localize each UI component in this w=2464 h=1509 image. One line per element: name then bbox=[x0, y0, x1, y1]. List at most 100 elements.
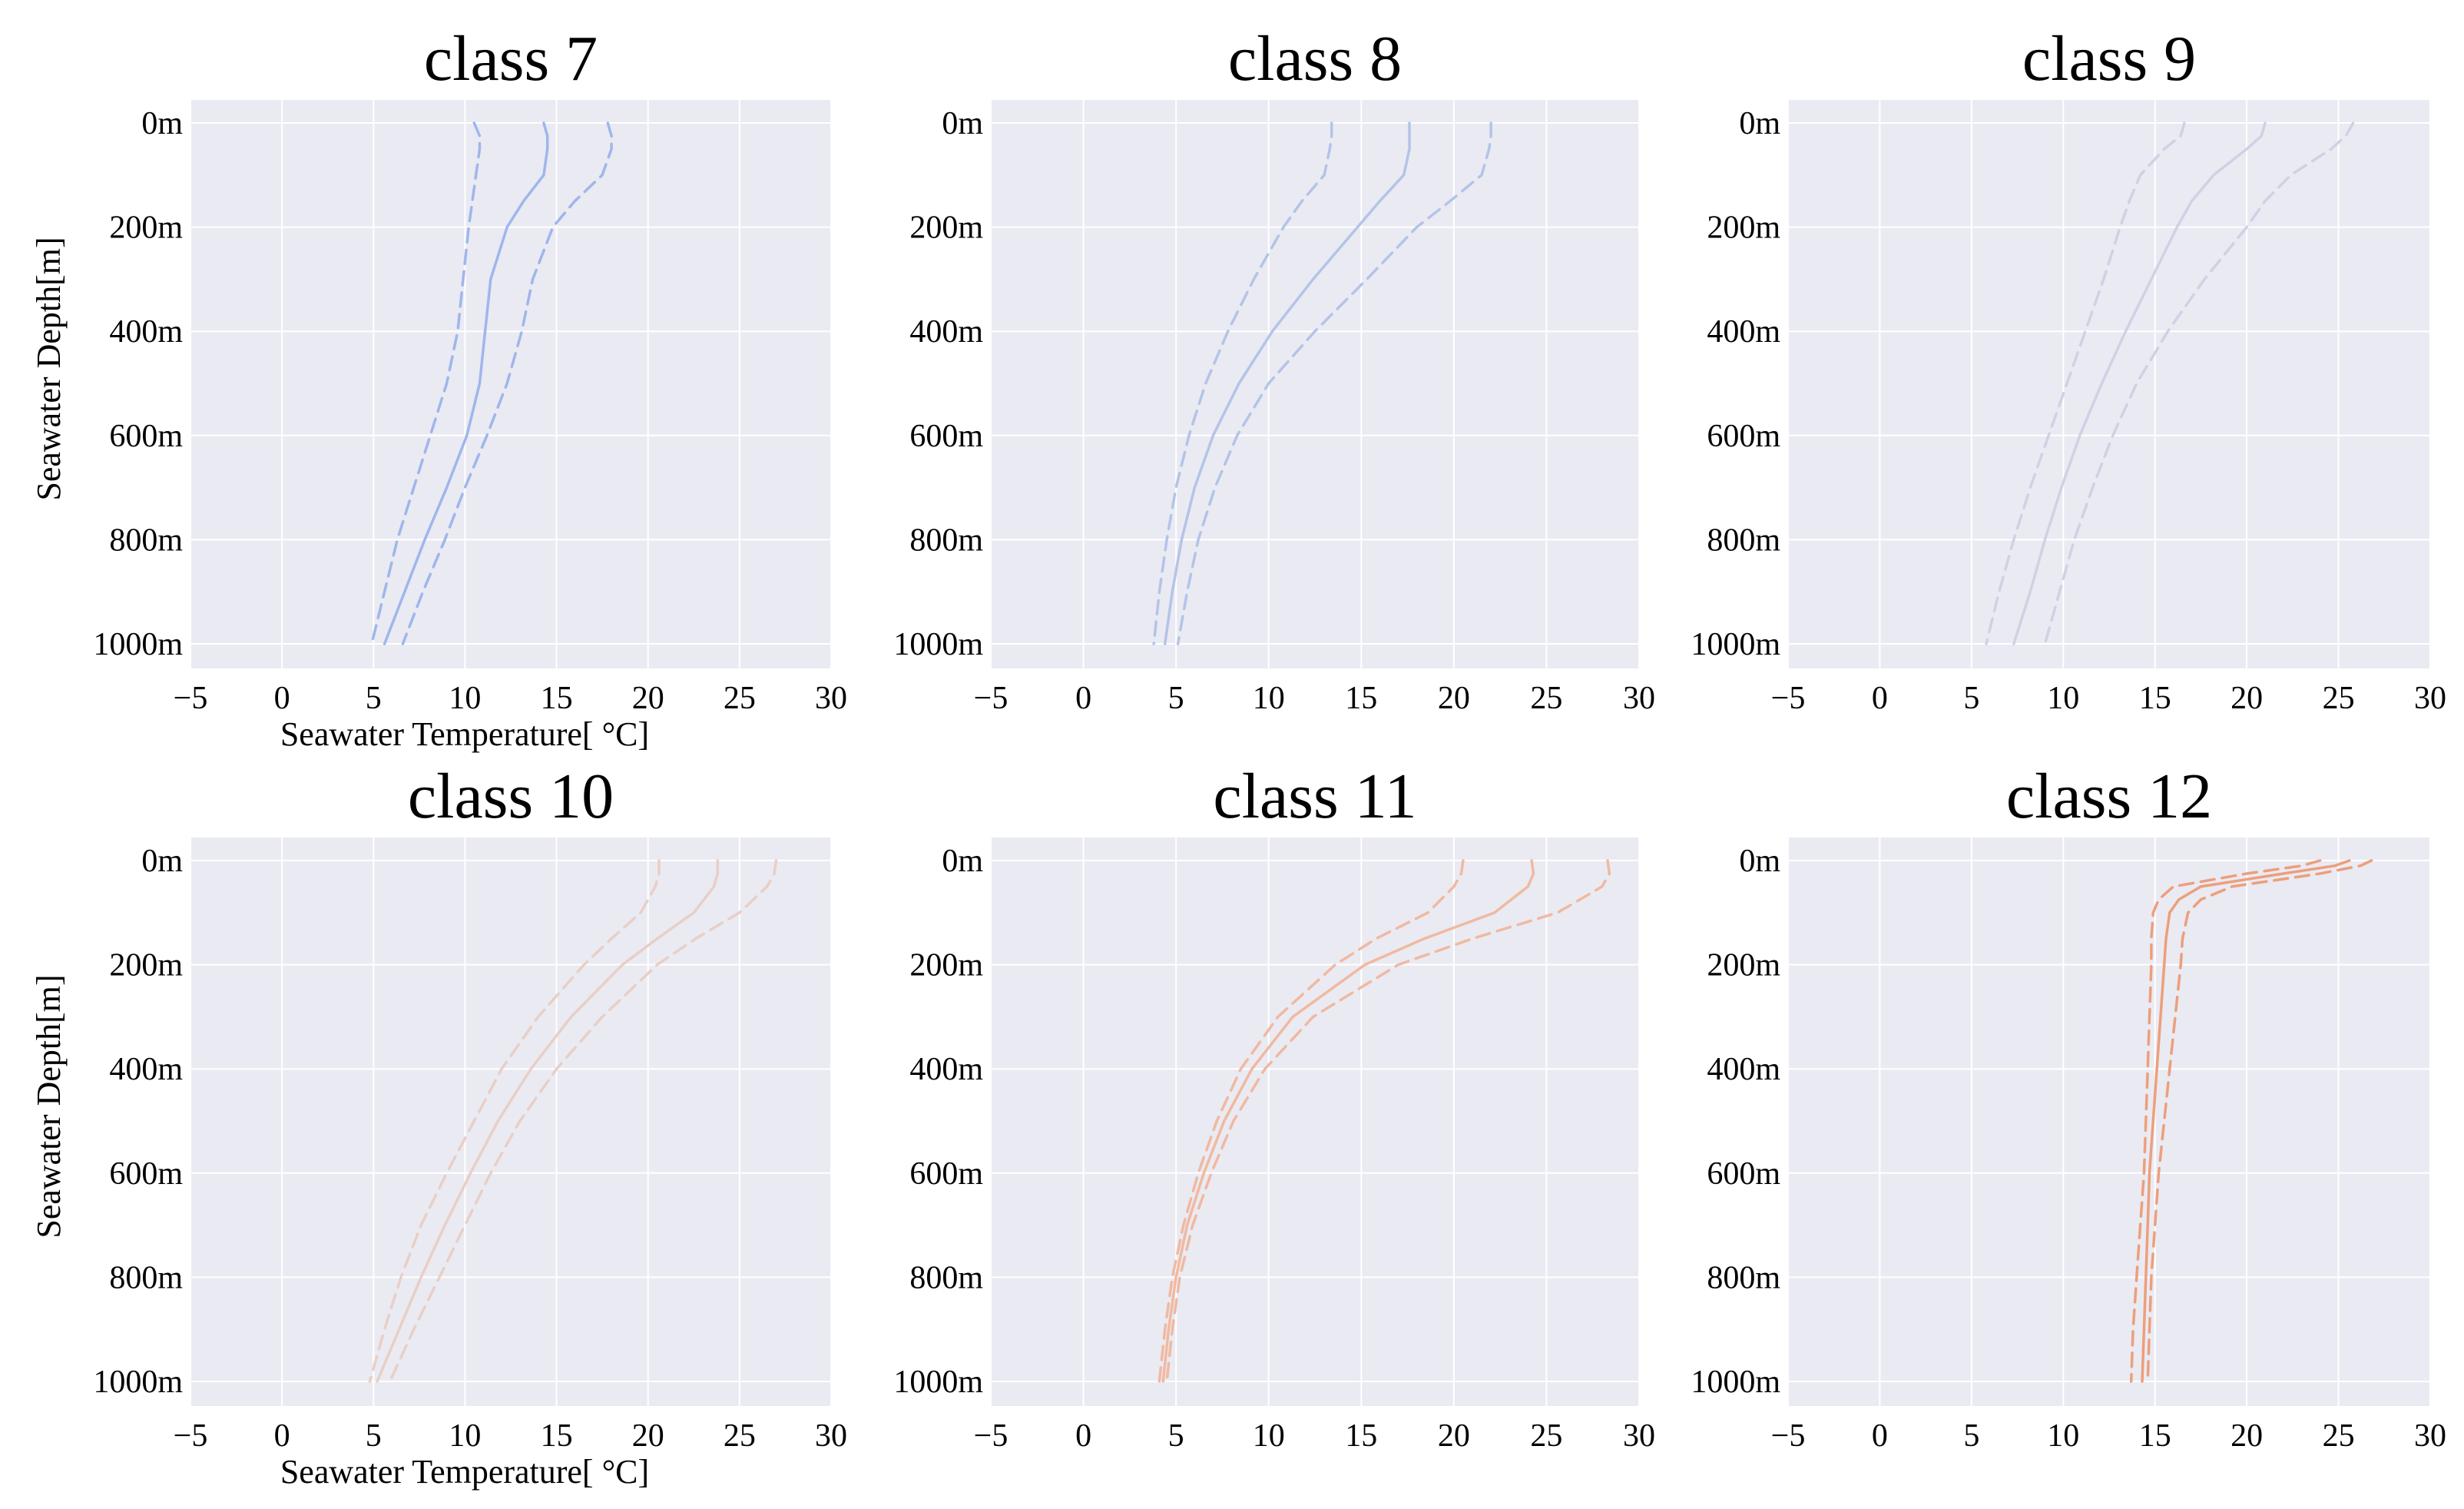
x-tick-label: −5 bbox=[174, 681, 208, 716]
mean-profile-line bbox=[1163, 121, 1411, 645]
x-tick-label: 5 bbox=[1168, 1418, 1184, 1454]
bound-profile-line bbox=[1152, 121, 1333, 645]
mean-profile-line bbox=[2012, 121, 2267, 645]
y-tick-label: 400m bbox=[1707, 314, 1780, 350]
x-tick-label: −5 bbox=[1771, 681, 1806, 716]
x-tick-label: 30 bbox=[1623, 1418, 1655, 1454]
panel-title: class 10 bbox=[408, 761, 614, 832]
bound-profile-line bbox=[388, 859, 778, 1383]
panel-title: class 12 bbox=[2006, 761, 2212, 832]
x-axis-label: Seawater Temperature[ °C] bbox=[280, 1453, 649, 1491]
y-tick-label: 0m bbox=[141, 844, 183, 879]
x-tick-label: 15 bbox=[541, 1418, 573, 1454]
bound-profile-line bbox=[1165, 859, 1611, 1383]
y-tick-label: 600m bbox=[1707, 1156, 1780, 1192]
y-tick-label: 0m bbox=[141, 106, 183, 141]
y-tick-label: 800m bbox=[909, 1260, 983, 1295]
mean-profile-line bbox=[1161, 859, 1535, 1383]
x-tick-label: 0 bbox=[1872, 681, 1888, 716]
x-tick-label: 10 bbox=[1253, 681, 1285, 716]
y-tick-label: 800m bbox=[909, 522, 983, 558]
panel-title: class 7 bbox=[424, 23, 598, 95]
x-tick-label: 20 bbox=[632, 1418, 664, 1454]
mean-profile-line bbox=[376, 859, 720, 1383]
x-tick-label: 30 bbox=[2414, 1418, 2446, 1454]
x-tick-label: 0 bbox=[274, 1418, 290, 1454]
y-tick-label: 600m bbox=[109, 419, 183, 454]
bound-profile-line bbox=[2043, 121, 2355, 645]
panel-class-7: −5 0 5 10 15 20 25 30 0m 200m 400m 600m 800m 1000m cla… bbox=[30, 23, 847, 753]
y-tick-label: 400m bbox=[109, 314, 183, 350]
y-tick-label: 600m bbox=[109, 1156, 183, 1192]
panel-class-10: −5 0 5 10 15 20 25 30 0m 200m 400m 600m 800m 1000m cla… bbox=[30, 761, 847, 1491]
y-tick-label: 200m bbox=[109, 948, 183, 983]
x-tick-label: 30 bbox=[2414, 681, 2446, 716]
panel-class-9: −5 0 5 10 15 20 25 30 0m 200m 400m 600m 800m 1000m cla… bbox=[1691, 23, 2446, 716]
x-tick-label: 5 bbox=[366, 1418, 382, 1454]
y-tick-label: 400m bbox=[1707, 1052, 1780, 1087]
x-tick-label: 15 bbox=[541, 681, 573, 716]
x-tick-label: 10 bbox=[2047, 1418, 2079, 1454]
y-axis-label: Seawater Depth[m] bbox=[30, 974, 68, 1238]
x-tick-label: −5 bbox=[974, 1418, 1008, 1454]
x-tick-label: −5 bbox=[1771, 1418, 1806, 1454]
x-tick-label: 30 bbox=[815, 1418, 847, 1454]
x-tick-label: 0 bbox=[1872, 1418, 1888, 1454]
x-tick-label: 5 bbox=[1168, 681, 1184, 716]
y-tick-label: 1000m bbox=[1691, 1365, 1780, 1400]
bound-profile-line bbox=[368, 859, 661, 1383]
y-tick-label: 0m bbox=[1739, 844, 1780, 879]
x-tick-label: 5 bbox=[1963, 681, 1979, 716]
plot-area bbox=[190, 837, 831, 1406]
y-tick-label: 200m bbox=[909, 211, 983, 246]
x-tick-label: 0 bbox=[274, 681, 290, 716]
y-tick-label: 800m bbox=[1707, 1260, 1780, 1295]
plot-area bbox=[190, 100, 831, 668]
y-tick-label: 200m bbox=[909, 948, 983, 983]
y-tick-label: 0m bbox=[1739, 106, 1780, 141]
x-tick-label: 25 bbox=[2323, 1418, 2355, 1454]
bound-profile-line bbox=[1985, 121, 2186, 645]
plot-area bbox=[991, 100, 1639, 668]
x-axis-label: Seawater Temperature[ °C] bbox=[280, 715, 649, 753]
x-tick-label: 25 bbox=[724, 1418, 756, 1454]
y-tick-label: 600m bbox=[1707, 419, 1780, 454]
y-tick-label: 200m bbox=[1707, 211, 1780, 246]
x-tick-label: 10 bbox=[449, 681, 481, 716]
bound-profile-line bbox=[2129, 859, 2322, 1383]
y-tick-label: 400m bbox=[909, 314, 983, 350]
x-tick-label: 15 bbox=[2139, 1418, 2171, 1454]
x-tick-label: 25 bbox=[1530, 1418, 1562, 1454]
panel-title: class 11 bbox=[1213, 761, 1416, 832]
plot-area bbox=[1788, 837, 2430, 1406]
x-tick-label: −5 bbox=[974, 681, 1008, 716]
x-tick-label: 0 bbox=[1075, 1418, 1091, 1454]
panel-class-12: −5 0 5 10 15 20 25 30 0m 200m 400m 600m 800m 1000m cla… bbox=[1691, 761, 2446, 1454]
bound-profile-line bbox=[370, 121, 482, 645]
x-tick-label: 20 bbox=[632, 681, 664, 716]
x-tick-label: 10 bbox=[449, 1418, 481, 1454]
panel-class-8: −5 0 5 10 15 20 25 30 0m 200m 400m 600m 800m 1000m cla… bbox=[893, 23, 1655, 716]
y-tick-label: 1000m bbox=[1691, 627, 1780, 662]
panel-title: class 9 bbox=[2022, 23, 2196, 95]
y-tick-label: 1000m bbox=[893, 627, 983, 662]
x-tick-label: 20 bbox=[2231, 1418, 2263, 1454]
y-tick-label: 800m bbox=[1707, 522, 1780, 558]
y-tick-label: 1000m bbox=[93, 1365, 183, 1400]
x-tick-label: 30 bbox=[1623, 681, 1655, 716]
x-tick-label: 15 bbox=[2139, 681, 2171, 716]
y-axis-label: Seawater Depth[m] bbox=[30, 237, 68, 500]
x-tick-label: 25 bbox=[1530, 681, 1562, 716]
bound-profile-line bbox=[401, 121, 613, 645]
x-tick-label: 5 bbox=[366, 681, 382, 716]
y-tick-label: 800m bbox=[109, 522, 183, 558]
bound-profile-line bbox=[1157, 859, 1465, 1383]
x-tick-label: 10 bbox=[1253, 1418, 1285, 1454]
y-tick-label: 200m bbox=[1707, 948, 1780, 983]
y-tick-label: 400m bbox=[109, 1052, 183, 1087]
y-tick-label: 800m bbox=[109, 1260, 183, 1295]
x-tick-label: 20 bbox=[2231, 681, 2263, 716]
x-tick-label: 20 bbox=[1438, 681, 1470, 716]
y-tick-label: 600m bbox=[909, 419, 983, 454]
